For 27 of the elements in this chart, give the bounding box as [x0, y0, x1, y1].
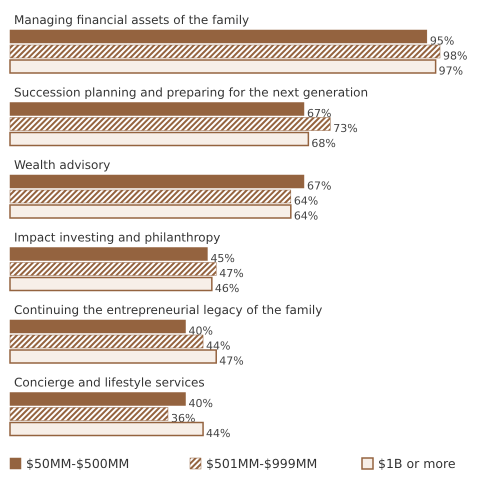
- data-label: 40%: [188, 324, 213, 338]
- data-label: 44%: [206, 427, 231, 440]
- data-label: 73%: [333, 122, 358, 135]
- data-label: 98%: [443, 50, 468, 62]
- y-tick-label: Managing financial assets of the family: [14, 13, 250, 27]
- y-tick-label: Concierge and lifestyle services: [14, 376, 205, 390]
- y-tick-label: Impact investing and philanthropy: [14, 230, 220, 244]
- data-label: 45%: [210, 252, 235, 265]
- data-label: 44%: [206, 340, 231, 352]
- data-label: 95%: [430, 34, 454, 48]
- data-label: 40%: [188, 397, 213, 410]
- data-label: 67%: [306, 107, 332, 120]
- legend-label: $501MM-$999MM: [206, 456, 318, 471]
- data-label: 97%: [438, 64, 464, 78]
- y-tick-label: Wealth advisory: [14, 158, 110, 172]
- legend-label: $1B or more: [378, 456, 456, 471]
- y-tick-label: Succession planning and preparing for the next generation: [14, 86, 368, 100]
- data-label: 64%: [294, 194, 318, 208]
- data-label: 67%: [306, 180, 332, 192]
- data-label: 46%: [214, 282, 240, 295]
- data-label: 68%: [311, 137, 336, 150]
- y-tick-label: Continuing the entrepreneurial legacy of the family: [14, 303, 322, 317]
- data-label: 64%: [294, 210, 318, 222]
- legend-label: $50MM-$500MM: [26, 456, 130, 471]
- data-label: 47%: [219, 267, 244, 280]
- data-label: 47%: [219, 354, 244, 368]
- data-label: 36%: [170, 412, 196, 425]
